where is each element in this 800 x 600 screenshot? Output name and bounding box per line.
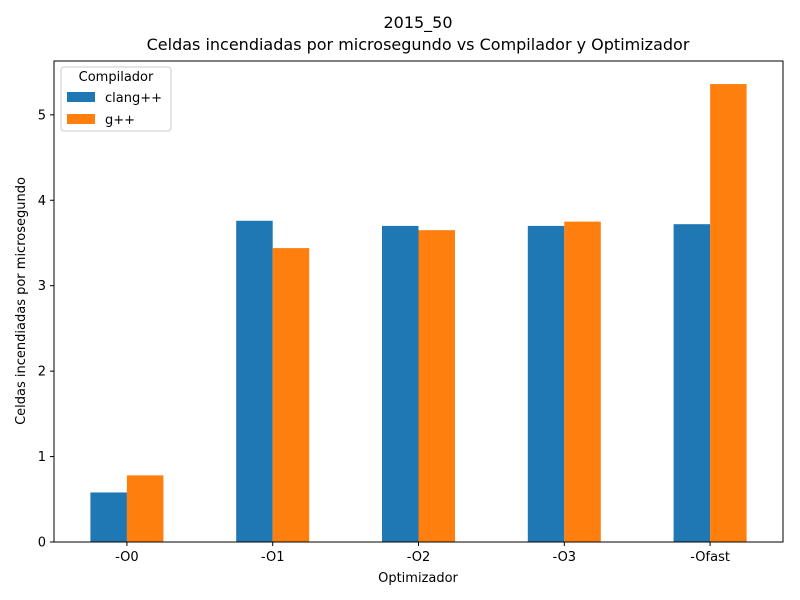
y-tick-label: 5 — [38, 108, 46, 123]
legend-title: Compilador — [79, 70, 154, 85]
x-tick-label: -O2 — [407, 550, 431, 565]
bar-clangpp-O1 — [236, 220, 273, 542]
bar-clangpp-O3 — [527, 225, 565, 542]
x-tick-label: -O1 — [261, 550, 285, 565]
plot-area: 0 1 2 3 4 5 -O0 -O1 -O2 -O3 -Ofast — [38, 84, 747, 565]
bar-gpp-O0 — [126, 475, 164, 542]
chart-subtitle: Celdas incendiadas por microsegundo vs C… — [147, 35, 690, 54]
legend-swatch-clang — [67, 92, 95, 102]
y-tick-label: 0 — [38, 536, 46, 551]
bar-clangpp-O2 — [382, 225, 419, 542]
legend-swatch-gpp — [67, 114, 95, 124]
legend-label-clang: clang++ — [105, 91, 162, 106]
legend: Compilador clang++ g++ — [60, 66, 172, 132]
x-tick-label: -O3 — [553, 550, 577, 565]
x-tick-label: -O0 — [115, 550, 139, 565]
bar-gpp-O3 — [564, 221, 601, 543]
y-tick-label: 1 — [38, 450, 46, 465]
chart-title: 2015_50 — [383, 13, 452, 33]
bar-gpp-O1 — [272, 248, 310, 542]
plot-frame — [53, 60, 784, 543]
x-axis-label: Optimizador — [378, 571, 458, 586]
bar-gpp-O2 — [418, 230, 455, 543]
x-tick-label: -Ofast — [690, 550, 730, 565]
bar-clangpp-Ofast — [673, 224, 711, 543]
y-tick-label: 2 — [38, 365, 46, 380]
legend-label-gpp: g++ — [105, 113, 135, 128]
y-tick-label: 4 — [38, 194, 46, 209]
y-tick-label: 3 — [38, 279, 46, 294]
y-axis-label: Celdas incendiadas por microsegundo — [14, 177, 29, 425]
bar-gpp-Ofast — [710, 84, 747, 542]
bar-clangpp-O0 — [90, 492, 127, 542]
